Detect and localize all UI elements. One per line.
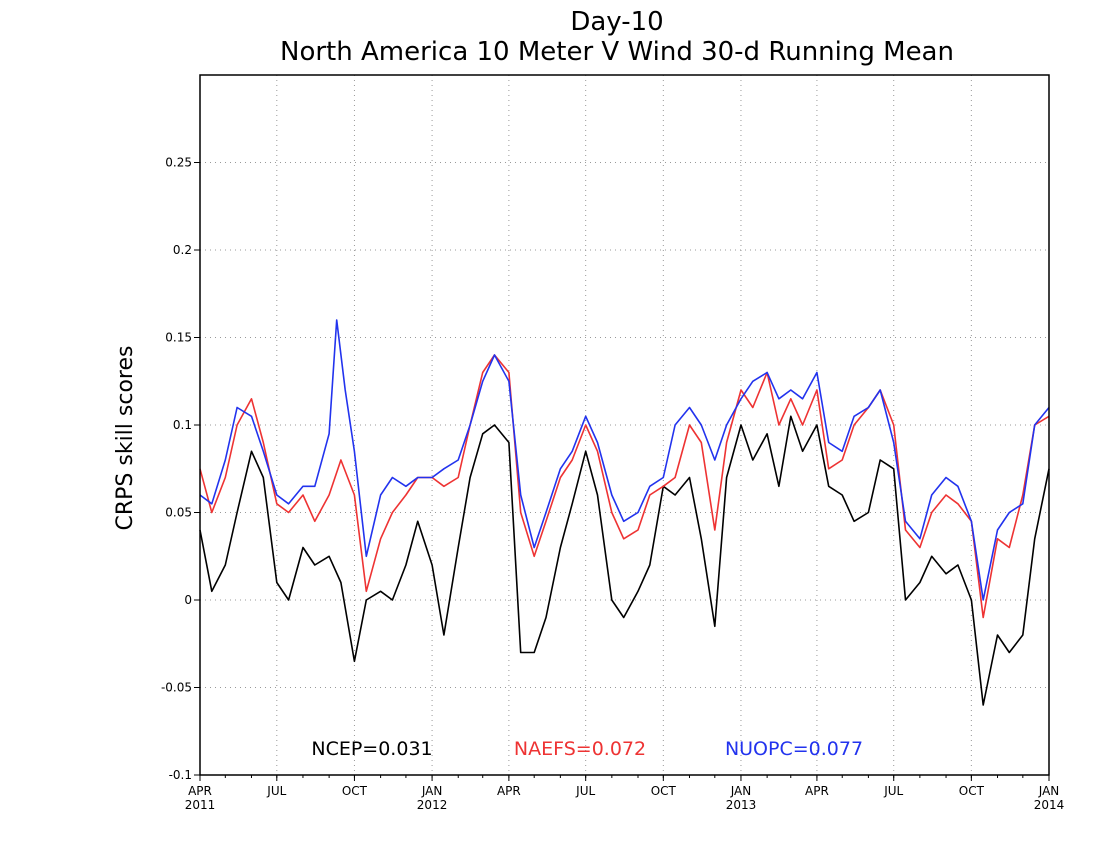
x-tick-label: JAN [421,784,443,798]
x-tick-label: JUL [575,784,595,798]
y-tick-label: -0.1 [169,768,192,782]
y-tick-label: 0 [184,593,192,607]
series-line-nuopc [199,319,1050,601]
y-axis: -0.1 -0.05 0 0.05 0.1 0.15 0.2 0.25 [161,156,200,782]
y-tick-label: 0.15 [165,331,192,345]
chart-subtitle: North America 10 Meter V Wind 30-d Runni… [280,37,954,67]
x-tick-label: APR [497,784,521,798]
y-axis-label: CRPS skill scores [113,346,138,531]
grid-lines [200,75,1049,775]
chart-title: Day-10 [570,7,663,37]
x-tick-label: APR [805,784,829,798]
x-tick-label: JAN [730,784,752,798]
x-tick-label: OCT [342,784,368,798]
y-tick-label: 0.2 [173,243,192,257]
legend-entry-naefs: NAEFS=0.072 [514,738,646,760]
x-tick-label: JUL [266,784,286,798]
x-tick-label: OCT [651,784,677,798]
x-tick-label: JUL [883,784,903,798]
y-tick-label: -0.05 [161,681,192,695]
legend-entry-ncep: NCEP=0.031 [311,738,432,760]
y-tick-label: 0.05 [165,506,192,520]
x-tick-label: JAN [1038,784,1060,798]
plot-frame [199,74,1050,776]
x-tick-label: OCT [959,784,985,798]
x-tick-year: 2011 [185,798,216,812]
x-tick-year: 2013 [726,798,757,812]
legend: NCEP=0.031 NAEFS=0.072 NUOPC=0.077 [311,738,863,760]
x-tick-label: APR [188,784,212,798]
y-tick-label: 0.1 [173,418,192,432]
series-layer [199,319,1050,706]
y-tick-label: 0.25 [165,156,192,170]
series-line-ncep [199,415,1050,706]
x-tick-year: 2012 [417,798,448,812]
legend-entry-nuopc: NUOPC=0.077 [725,738,863,760]
x-tick-year: 2014 [1034,798,1065,812]
series-line-naefs [199,354,1050,619]
